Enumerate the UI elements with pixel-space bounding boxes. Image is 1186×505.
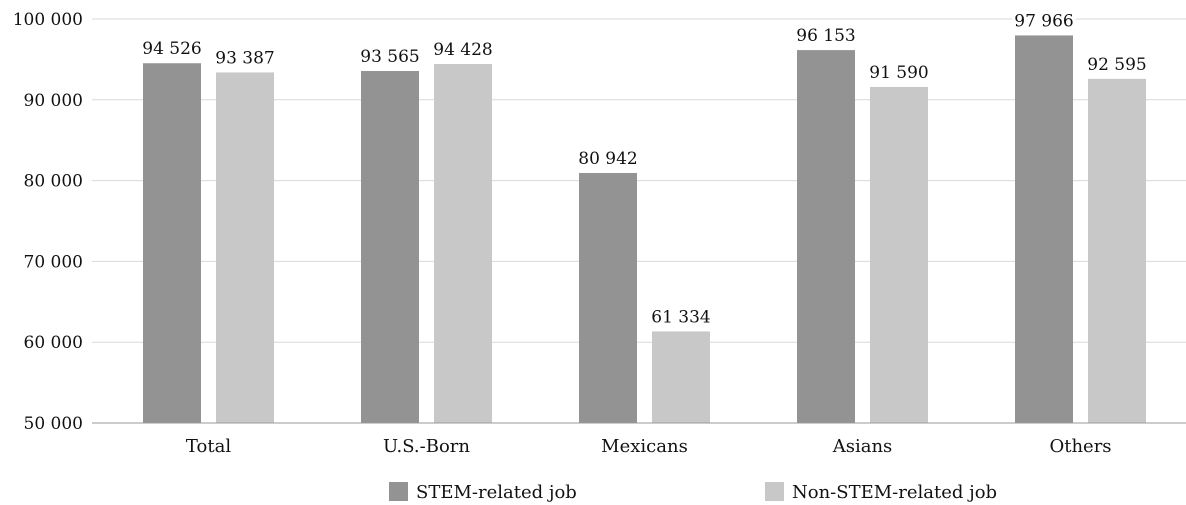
bar-series-1-others: [1088, 78, 1146, 423]
y-axis-tick-labels: 50 000 60 000 70 000 80 000 90 000 100 000: [13, 10, 83, 434]
data-label: 93 565: [360, 47, 419, 67]
bar-series-1-total: [216, 72, 274, 423]
bar-series-0-mexicans: [579, 172, 637, 423]
data-label-background: [358, 46, 422, 67]
bar-series-1-mexicans: [652, 331, 710, 423]
data-label-background: [140, 39, 204, 60]
data-label-background: [213, 48, 277, 69]
bar-series-0-others: [1015, 35, 1073, 423]
data-label: 61 334: [651, 307, 710, 327]
data-label: 80 942: [578, 149, 637, 169]
legend-swatch: [389, 482, 408, 501]
data-label: 91 590: [869, 63, 928, 83]
x-category-label: Others: [1049, 436, 1111, 457]
y-tick-label: 60 000: [24, 333, 83, 353]
x-category-label: Asians: [832, 436, 893, 457]
data-label: 93 387: [215, 48, 274, 68]
y-tick-label: 100 000: [13, 10, 83, 30]
data-label: 96 153: [796, 26, 855, 46]
y-tick-label: 90 000: [24, 91, 83, 111]
data-label-background: [1012, 11, 1076, 32]
legend-label: STEM-related job: [416, 482, 577, 503]
gridlines: [92, 18, 1186, 343]
data-labels: 94 526 93 387 93 565 94 428 80 942 61 334 96 1…: [140, 11, 1149, 328]
bar-series-0-total: [143, 63, 201, 423]
bar-series-0-u-s-born: [361, 70, 419, 423]
legend: STEM-related job Non-STEM-related job: [389, 482, 997, 503]
x-category-label: Mexicans: [601, 436, 688, 457]
data-label-background: [649, 307, 713, 328]
legend-label: Non-STEM-related job: [792, 482, 997, 503]
y-tick-label: 70 000: [24, 252, 83, 272]
bar-series-0-asians: [797, 50, 855, 423]
bar-series-1-u-s-born: [434, 64, 492, 423]
data-label-background: [867, 62, 931, 83]
bar-series-1-asians: [870, 86, 928, 424]
legend-swatch: [765, 482, 784, 501]
y-tick-label: 80 000: [24, 172, 83, 192]
data-label: 94 526: [142, 39, 201, 59]
data-label-background: [794, 26, 858, 47]
data-label-background: [431, 40, 495, 61]
x-axis-category-labels: Total U.S.-Born Mexicans Asians Others: [186, 436, 1112, 457]
data-label: 92 595: [1087, 55, 1146, 75]
data-label: 94 428: [433, 40, 492, 60]
x-category-label: U.S.-Born: [383, 436, 470, 457]
data-label-background: [1085, 54, 1149, 75]
data-label: 97 966: [1014, 11, 1073, 31]
data-label-background: [576, 148, 640, 169]
bars: [143, 35, 1146, 424]
x-category-label: Total: [186, 436, 231, 457]
y-tick-label: 50 000: [24, 414, 83, 434]
